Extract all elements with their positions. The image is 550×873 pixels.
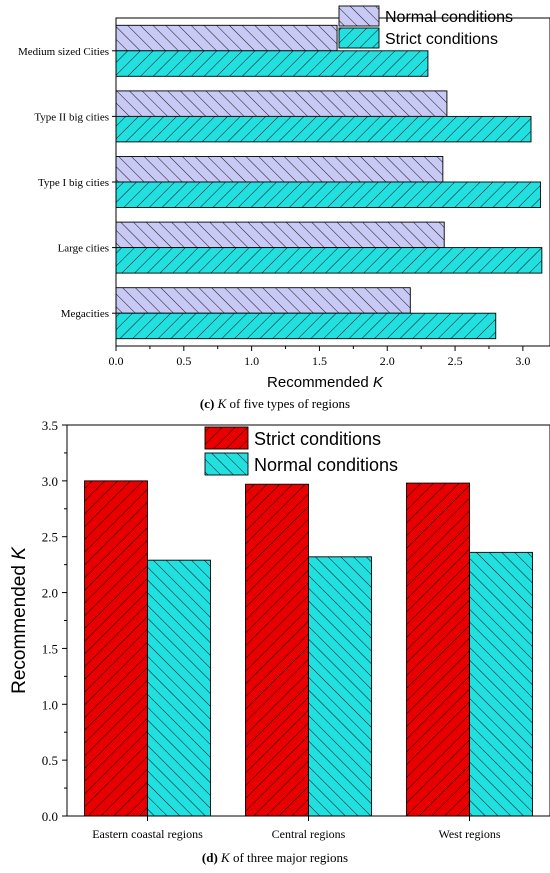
chart-d-y-tick-label: 2.5 [42,530,58,545]
chart-d-caption: (d) K of three major regions [202,850,348,865]
chart-c-x-tick-label: 2.5 [448,354,463,368]
chart-d-legend-swatch-normal-conditions-hatch [204,452,249,476]
chart-d-category-label: Eastern coastal regions [92,827,203,841]
chart-c-legend-swatch-normal-conditions-hatch [338,5,380,27]
chart-c-category-label: Type II big cities [34,111,109,123]
chart-d-category-label: West regions [438,827,500,841]
chart-d-y-axis-title: Recommended K [9,546,30,694]
chart-d-legend-label: Normal conditions [254,455,398,475]
chart-d-y-tick-label: 0.0 [42,809,58,824]
chart-c-bar-type-ii-big-cities-strict-conditions-hatch [115,115,532,143]
chart-d-bar-west-regions-strict-conditions-hatch [406,482,470,817]
chart-d-legend: Strict conditions Normal conditions [204,426,398,476]
chart-d-y-tick-label: 2.0 [42,586,58,601]
chart-d-bar-central-regions-strict-conditions-hatch [245,483,309,817]
chart-c-bar-large-cities-strict-conditions-hatch [115,247,543,274]
chart-c-legend: Normal conditions Strict conditions [338,5,513,49]
chart-d-bar-central-regions-normal-conditions-hatch [308,556,372,817]
chart-c-category-label: Large cities [58,243,109,255]
chart-c-x-tick-label: 2.0 [380,354,395,368]
chart-d: 0.0 0.5 1.0 1.5 2.0 2.5 3.0 3.5 Eastern coastal… [9,418,550,865]
chart-d-bar-west-regions-normal-conditions-hatch [469,551,533,817]
chart-c-x-tick-label: 0.0 [109,354,124,368]
chart-c-bar-type-i-big-cities-normal-conditions-hatch [115,156,444,183]
chart-c-caption: (c) K of five types of regions [200,396,350,411]
chart-c-x-axis-title: Recommended K [267,374,384,391]
chart-d-bar-eastern-coastal-regions-normal-conditions-hatch [147,559,211,817]
chart-c: 0.0 0.5 1.0 1.5 2.0 2.5 3.0 Megacities Large ci… [18,5,550,411]
chart-c-bar-megacities-strict-conditions-hatch [115,312,497,340]
chart-c-category-label: Megacities [61,308,109,320]
chart-d-y-tick-label: 1.5 [42,641,58,656]
chart-d-category-label: Central regions [272,827,346,841]
chart-d-legend-swatch-strict-conditions-hatch [204,426,249,450]
chart-c-legend-label: Strict conditions [385,31,498,48]
chart-c-bar-medium-sized-cities-normal-conditions-hatch [115,24,338,52]
chart-c-bar-type-i-big-cities-strict-conditions-hatch [115,181,541,208]
chart-c-legend-swatch-strict-conditions-hatch [338,27,380,49]
chart-d-y-tick-label: 3.5 [42,418,58,433]
chart-c-x-tick-label: 1.0 [244,354,259,368]
chart-c-bar-medium-sized-cities-strict-conditions-hatch [115,50,429,77]
chart-c-x-tick-label: 0.5 [176,354,191,368]
chart-d-bar-eastern-coastal-regions-strict-conditions-hatch [84,480,148,817]
chart-c-bar-megacities-normal-conditions-hatch [115,287,411,314]
chart-c-x-tick-label: 1.5 [312,354,327,368]
chart-c-legend-label: Normal conditions [385,9,513,26]
chart-c-category-label: Medium sized Cities [18,46,109,58]
chart-c-x-tick-label: 3.0 [515,354,530,368]
chart-d-y-tick-label: 3.0 [42,474,58,489]
chart-c-category-label: Type I big cities [38,177,109,189]
chart-c-bar-large-cities-normal-conditions-hatch [115,221,445,249]
chart-d-y-tick-label: 0.5 [42,753,58,768]
chart-d-legend-label: Strict conditions [254,429,381,449]
chart-c-bar-type-ii-big-cities-normal-conditions-hatch [115,90,448,117]
chart-d-y-tick-label: 1.0 [42,697,58,712]
